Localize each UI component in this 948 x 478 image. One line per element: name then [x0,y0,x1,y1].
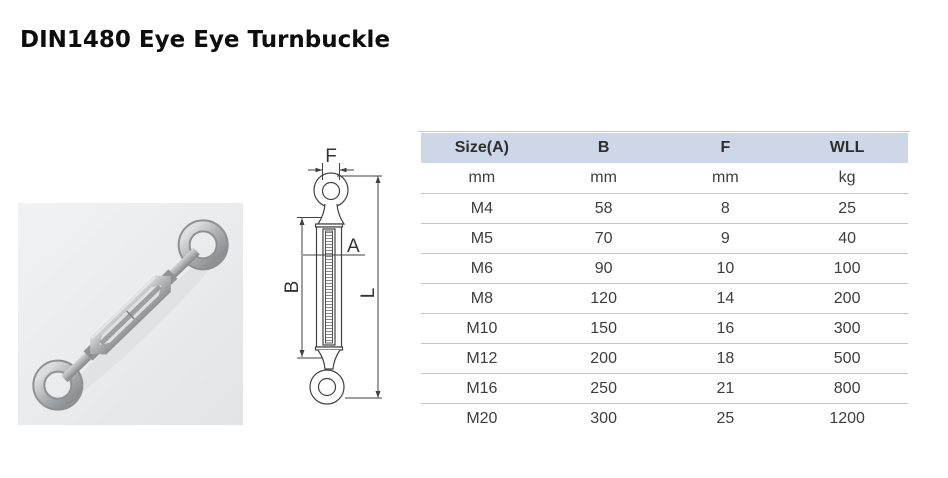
cell-wll: 300 [833,319,861,337]
page-title: DIN1480 Eye Eye Turnbuckle [20,27,391,53]
cell-b: 120 [590,289,617,307]
dim-label-F: F [325,146,337,167]
table-row-m16: M16 250 21 800 [421,373,908,403]
unit-cell: mm [712,169,739,186]
cell-b: 70 [594,229,613,247]
table-row-m12: M12 200 18 500 [421,343,908,373]
cell-f: 8 [720,199,730,217]
column-header-wll: WLL [829,139,865,156]
cell-wll: 40 [838,229,857,247]
table-row-m6: M6 90 10 100 [421,253,908,283]
cell-wll: 200 [833,289,861,307]
unit-cell: mm [590,169,617,186]
cell-size: M4 [470,199,493,217]
column-header-f: F [720,139,731,156]
cell-size: M6 [470,259,493,277]
cell-b: 90 [594,259,613,277]
cell-b: 58 [594,199,613,217]
cell-f: 18 [716,349,735,367]
turnbuckle-photo-illustration [18,203,243,425]
table-row-m20: M20 300 25 1200 [421,403,908,433]
dim-label-L: L [358,288,379,299]
cell-wll: 500 [833,349,861,367]
cell-b: 200 [590,349,617,367]
cell-size: M12 [466,349,498,367]
cell-size: M5 [470,229,493,247]
table-header-row: Size(A) B F WLL [421,133,908,163]
cell-b: 150 [590,319,617,337]
cell-f: 9 [720,229,730,247]
dim-label-A: A [347,236,360,257]
cell-f: 25 [716,409,735,427]
unit-cell: mm [468,169,496,186]
table-top-border [418,131,910,132]
table-row-m5: M5 70 9 40 [421,223,908,253]
spec-table: Size(A) B F WLL mm mm mm kg M4 58 8 25 M… [421,133,908,433]
column-header-size: Size(A) [454,139,509,156]
table-row-m4: M4 58 8 25 [421,193,908,223]
cell-wll: 1200 [829,409,865,427]
technical-drawing: F A B L [282,135,405,427]
cell-size: M10 [466,319,498,337]
cell-f: 10 [716,259,735,277]
cell-wll: 25 [838,199,857,217]
turnbuckle-dimension-diagram: F A B L [282,146,382,405]
cell-f: 16 [716,319,735,337]
table-row-m10: M10 150 16 300 [421,313,908,343]
cell-wll: 100 [833,259,861,277]
product-photo [18,203,243,425]
cell-size: M20 [466,409,498,427]
cell-f: 21 [716,379,735,397]
cell-size: M16 [466,379,498,397]
table-row-m8: M8 120 14 200 [421,283,908,313]
table-units-row: mm mm mm kg [421,163,908,193]
cell-f: 14 [716,289,735,307]
cell-b: 250 [590,379,617,397]
unit-cell: kg [838,169,856,186]
cell-b: 300 [590,409,617,427]
column-header-b: B [597,139,610,156]
cell-size: M8 [470,289,493,307]
cell-wll: 800 [833,379,861,397]
dim-label-B: B [283,281,303,294]
